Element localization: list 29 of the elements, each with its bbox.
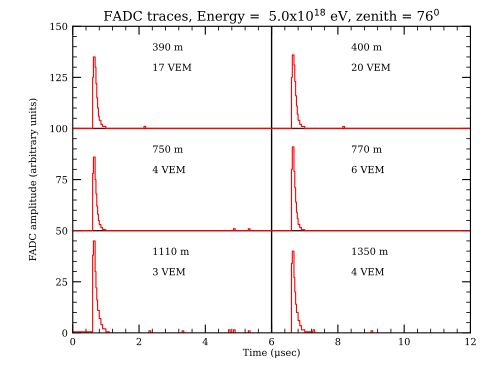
annotation: 6 VEM: [352, 166, 384, 174]
x-tick-label: 6: [269, 338, 274, 346]
y-tick-label: 0: [62, 329, 68, 337]
x-axis-title: Time (μsec): [242, 348, 300, 358]
annotation: 390 m: [153, 43, 183, 51]
annotation: 3 VEM: [153, 268, 186, 276]
x-tick-label: 12: [465, 338, 476, 346]
y-tick-label: 75: [56, 176, 68, 184]
annotation: 4 VEM: [351, 268, 384, 276]
annotation: 4 VEM: [152, 166, 186, 174]
annotation: 750 m: [153, 145, 183, 153]
y-axis-title: FADC amplitude (arbitrary units): [28, 98, 38, 261]
annotation: 400 m: [351, 43, 382, 51]
annotation: 1110 m: [153, 248, 190, 255]
x-tick-label: 8: [335, 338, 340, 346]
x-tick-label: 0: [70, 338, 76, 346]
annotation: 1350 m: [352, 248, 388, 255]
y-tick-label: 25: [56, 278, 68, 286]
annotation: 20 VEM: [352, 64, 390, 72]
y-tick-label: 100: [50, 124, 68, 132]
chart-title: FADC traces, Energy = 5.0x10$^{18}$ eV, zenith = 76$^{0}$: [104, 8, 439, 24]
annotation: 770 m: [352, 145, 382, 153]
y-tick-label: 50: [56, 227, 68, 235]
y-tick-label: 150: [50, 22, 68, 30]
x-tick-label: 10: [399, 338, 410, 346]
x-tick-label: 2: [136, 338, 142, 346]
y-tick-label: 125: [50, 74, 68, 82]
x-tick-label: 4: [202, 338, 208, 346]
annotation: 17 VEM: [153, 64, 192, 71]
